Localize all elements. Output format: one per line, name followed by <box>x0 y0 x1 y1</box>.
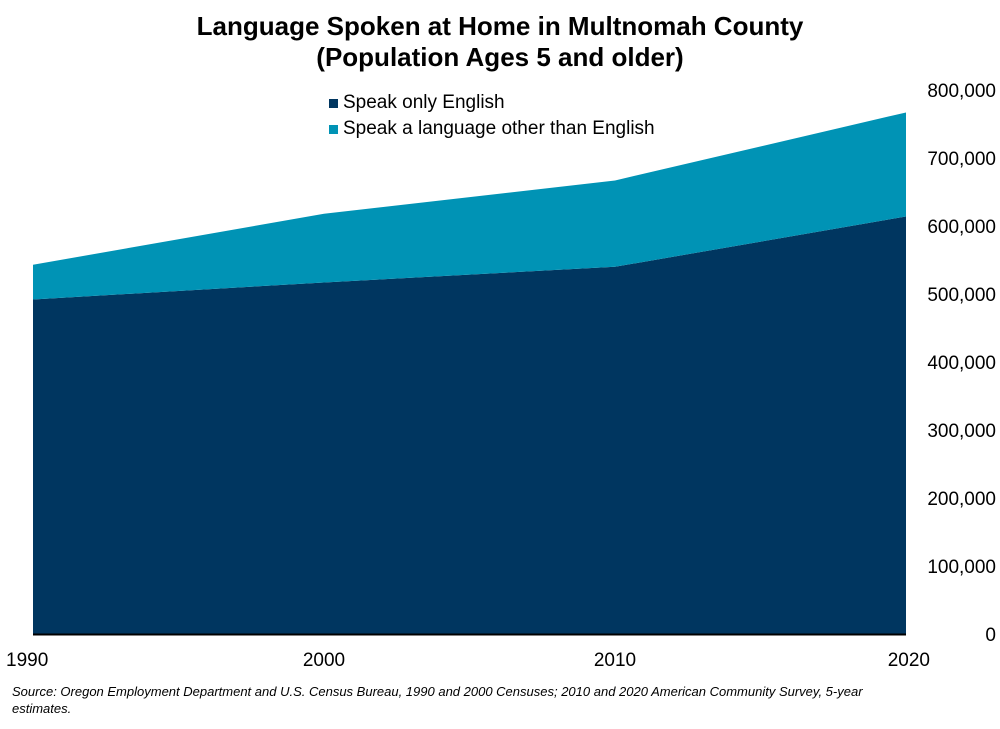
legend-swatch-1 <box>329 99 338 108</box>
area-series-group <box>33 112 906 635</box>
area-series-2 <box>33 112 906 300</box>
legend: Speak only English Speak a language other… <box>329 92 655 139</box>
y-tick-label: 200,000 <box>927 489 996 510</box>
y-tick-label: 0 <box>985 625 996 646</box>
y-tick-label: 600,000 <box>927 217 996 238</box>
x-tick-label: 1990 <box>6 650 48 671</box>
y-axis-tick-labels: 0 100,000 200,000 300,000 400,000 500,000 600,… <box>927 81 996 646</box>
y-tick-label: 300,000 <box>927 421 996 442</box>
x-tick-label: 2010 <box>594 650 636 671</box>
chart-title-line-2: (Population Ages 5 and older) <box>316 42 683 72</box>
y-tick-label: 700,000 <box>927 149 996 170</box>
y-tick-label: 400,000 <box>927 353 996 374</box>
y-tick-label: 100,000 <box>927 557 996 578</box>
area-series-1 <box>33 216 906 635</box>
y-tick-label: 800,000 <box>927 81 996 102</box>
legend-label-2: Speak a language other than English <box>343 118 655 139</box>
x-tick-label: 2020 <box>888 650 930 671</box>
x-axis-tick-labels: 1990 2000 2010 2020 <box>6 650 930 671</box>
y-tick-label: 500,000 <box>927 285 996 306</box>
x-tick-label: 2000 <box>303 650 345 671</box>
chart-title-line-1: Language Spoken at Home in Multnomah Cou… <box>197 11 804 41</box>
source-note: Source: Oregon Employment Department and… <box>12 684 863 716</box>
legend-swatch-2 <box>329 125 338 134</box>
legend-label-1: Speak only English <box>343 92 505 113</box>
